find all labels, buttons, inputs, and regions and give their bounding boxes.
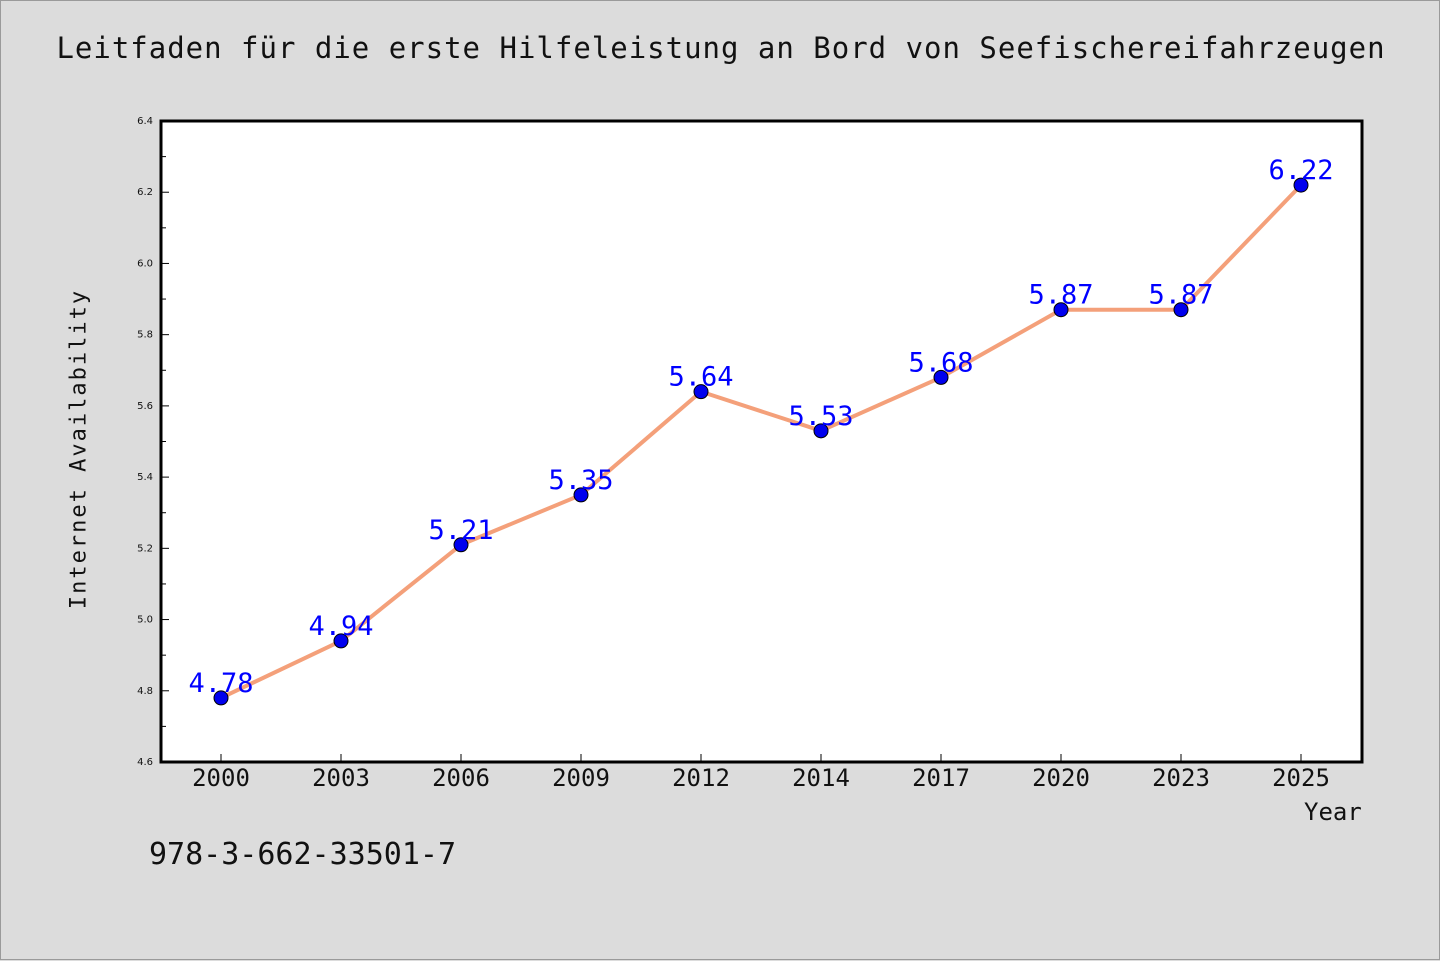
data-label: 4.94 xyxy=(308,611,373,642)
data-point xyxy=(813,423,829,439)
x-tick-label: 2025 xyxy=(1272,764,1330,792)
x-tick-label: 2006 xyxy=(432,764,490,792)
data-point xyxy=(573,487,589,503)
data-label: 5.64 xyxy=(668,362,733,393)
x-tick-label: 2009 xyxy=(552,764,610,792)
x-tick-label: 2014 xyxy=(792,764,850,792)
series-line xyxy=(220,183,1303,700)
data-point xyxy=(453,537,469,553)
data-point xyxy=(693,384,709,400)
data-label: 4.78 xyxy=(188,668,253,699)
y-tick-label: 6.2 xyxy=(137,187,153,198)
data-point xyxy=(333,633,349,649)
data-label: 5.35 xyxy=(548,465,613,496)
x-axis-label: Year xyxy=(1304,798,1362,826)
y-tick-label: 5.8 xyxy=(137,330,153,341)
y-tick-label: 5.0 xyxy=(137,615,153,626)
data-label: 5.87 xyxy=(1028,280,1093,311)
y-tick-label: 5.6 xyxy=(137,401,153,412)
chart-title: Leitfaden für die erste Hilfeleistung an… xyxy=(56,31,1386,65)
y-tick-label: 4.6 xyxy=(137,757,153,768)
data-point xyxy=(933,369,949,385)
x-tick-label: 2012 xyxy=(672,764,730,792)
y-tick-label: 5.4 xyxy=(137,472,153,483)
data-point xyxy=(1293,177,1309,193)
y-tick-label: 4.8 xyxy=(137,686,153,697)
y-tick-label: 6.4 xyxy=(137,116,153,127)
data-label: 6.22 xyxy=(1268,155,1333,186)
data-label: 5.68 xyxy=(908,347,973,378)
data-point xyxy=(1053,302,1069,318)
data-point xyxy=(213,690,229,706)
isbn-code: 978-3-662-33501-7 xyxy=(149,837,457,872)
x-tick-label: 2020 xyxy=(1032,764,1090,792)
data-point xyxy=(1173,302,1189,318)
data-label: 5.53 xyxy=(788,401,853,432)
plot-area xyxy=(159,119,1364,764)
data-label: 5.21 xyxy=(428,515,493,546)
x-tick-label: 2017 xyxy=(912,764,970,792)
y-tick-label: 6.0 xyxy=(137,258,153,269)
data-label: 5.87 xyxy=(1148,280,1213,311)
y-tick-label: 5.2 xyxy=(137,543,153,554)
x-tick-label: 2003 xyxy=(312,764,370,792)
x-tick-label: 2000 xyxy=(192,764,250,792)
x-tick-label: 2023 xyxy=(1152,764,1210,792)
